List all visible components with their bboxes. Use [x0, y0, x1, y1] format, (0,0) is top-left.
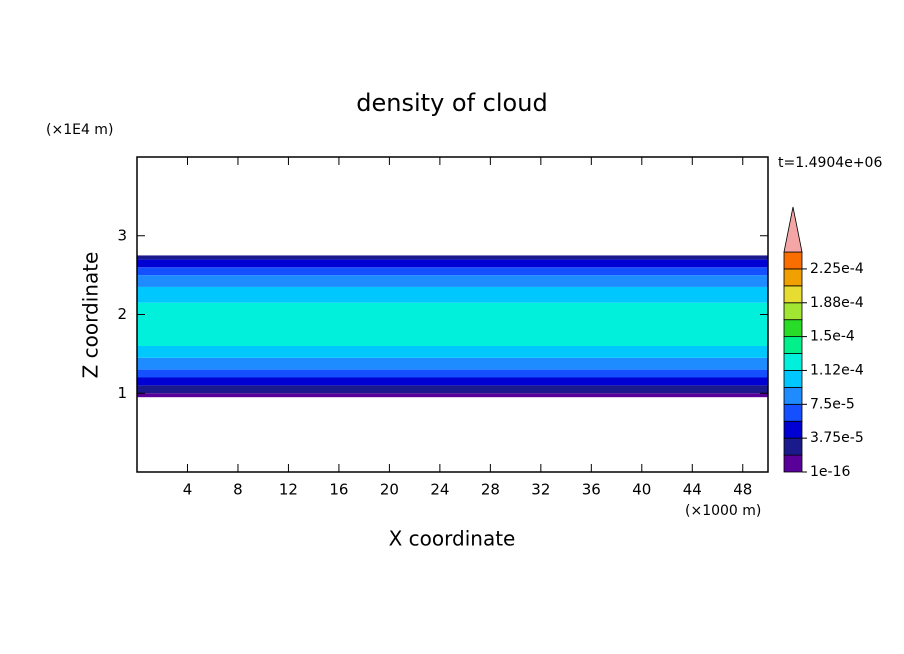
contour-band	[137, 357, 768, 370]
colorbar-label: 1.88e-4	[810, 295, 864, 311]
colorbar-extension	[783, 206, 803, 253]
colorbar-box	[783, 302, 803, 321]
colorbar-box	[783, 319, 803, 338]
x-unit: (×1000 m)	[685, 503, 761, 519]
y-tick-label: 2	[117, 305, 127, 323]
x-tick-label: 24	[430, 481, 449, 499]
colorbar-box	[783, 370, 803, 388]
colorbar-box	[783, 420, 803, 439]
x-tick-label: 8	[233, 481, 243, 499]
y-tick-label: 3	[117, 226, 127, 244]
x-tick-label: 4	[183, 481, 193, 499]
colorbar-box	[783, 251, 803, 270]
x-tick-label: 20	[380, 481, 399, 499]
contour-band	[137, 255, 768, 260]
contour-band	[137, 377, 768, 386]
contour-band	[137, 302, 768, 346]
colorbar-box	[783, 437, 803, 456]
y-tick-label: 1	[117, 384, 127, 402]
x-tick-label: 12	[279, 481, 298, 499]
y-axis-label: Z coordinate	[79, 252, 103, 379]
x-tick-label: 32	[531, 481, 550, 499]
contour-band	[137, 259, 768, 268]
colorbar-box	[783, 268, 803, 287]
colorbar-box	[783, 454, 803, 473]
contour-band	[137, 369, 768, 378]
colorbar-box	[783, 386, 803, 405]
x-axis-label: X coordinate	[389, 527, 516, 551]
colorbar-box	[783, 285, 803, 304]
colorbar-box	[783, 403, 803, 422]
colorbar-box	[783, 353, 803, 371]
contour-band	[137, 385, 768, 394]
chart-title: density of cloud	[356, 89, 547, 117]
time-annotation: t=1.4904e+06	[778, 155, 882, 171]
y-unit: (×1E4 m)	[46, 122, 113, 138]
x-tick-label: 28	[481, 481, 500, 499]
x-tick-label: 48	[733, 481, 752, 499]
contour-band	[137, 346, 768, 358]
x-tick-label: 44	[683, 481, 702, 499]
colorbar-label: 2.25e-4	[810, 261, 864, 277]
colorbar-label: 1.12e-4	[810, 362, 864, 378]
contour-band	[137, 393, 768, 398]
colorbar-label: 1e-16	[810, 464, 850, 480]
colorbar-label: 7.5e-5	[810, 396, 855, 412]
contour-band	[137, 267, 768, 276]
colorbar-box	[783, 336, 803, 354]
x-tick-label: 16	[329, 481, 348, 499]
x-tick-label: 36	[582, 481, 601, 499]
colorbar-label: 3.75e-5	[810, 430, 864, 446]
x-tick-label: 40	[632, 481, 651, 499]
contour-band	[137, 275, 768, 287]
colorbar-label: 1.5e-4	[810, 329, 855, 345]
contour-band	[137, 286, 768, 303]
